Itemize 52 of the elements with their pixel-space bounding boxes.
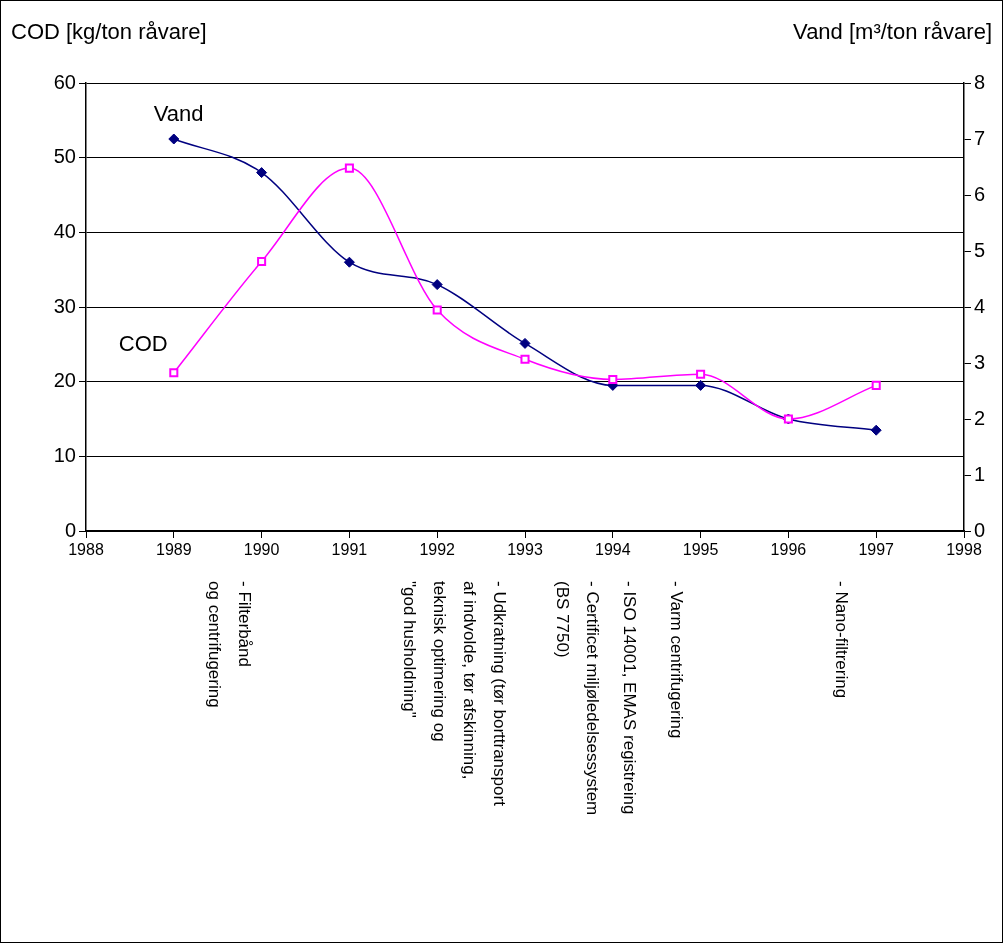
point	[343, 256, 355, 268]
point	[608, 374, 618, 384]
point	[432, 305, 442, 315]
point	[870, 424, 882, 436]
y-tick-label: 40	[53, 219, 76, 242]
point	[519, 337, 531, 349]
x-tick-label: 1997	[858, 541, 895, 559]
y2-tick-label: 5	[974, 238, 986, 261]
point	[169, 368, 179, 378]
y2-tick-label: 0	[974, 518, 986, 541]
x-tick-label: 1993	[507, 541, 543, 559]
point	[168, 133, 180, 145]
y2-tick-label: 6	[974, 182, 986, 205]
y-axis-title: COD [kg/ton råvare]	[11, 19, 207, 44]
text: - Certificet miljøledelsessystem (BS 7750)	[553, 581, 603, 816]
point	[256, 167, 268, 179]
x-tick-label: 1992	[419, 541, 456, 559]
x-tick-label: 1995	[682, 541, 719, 559]
text: - Filterbånd og centrifugering	[205, 581, 255, 708]
x-tick-label: 1988	[68, 541, 104, 559]
y-tick-label: 30	[53, 294, 76, 317]
point	[520, 354, 530, 364]
text: - Udkratning (tør borttransport af indvolde, tør afskinning, teknisk optimering og "god husholdning"	[399, 581, 509, 807]
text: - Nano-filtrering	[832, 581, 852, 699]
x-tick-label: 1990	[243, 541, 280, 559]
point	[431, 279, 443, 291]
point	[344, 163, 354, 173]
point	[696, 369, 706, 379]
y-tick-label: 0	[64, 518, 76, 541]
x-tick-label: 1989	[156, 541, 192, 559]
y2-axis-title: Vand [m³/ton råvare]	[793, 19, 992, 44]
y-tick-label: 20	[53, 369, 76, 392]
y2-tick-label: 4	[974, 294, 986, 317]
text: - ISO 14001, EMAS registreing	[619, 581, 639, 815]
x-tick-label: 1998	[946, 541, 982, 559]
point	[257, 256, 267, 266]
y-tick-label: 60	[53, 70, 76, 93]
text: - Varm centrifugering	[667, 581, 687, 739]
point	[871, 380, 881, 390]
y2-tick-label: 7	[974, 126, 986, 149]
y-tick-label: 10	[53, 443, 76, 466]
x-tick-label: 1996	[770, 541, 807, 559]
series-label: COD	[118, 330, 168, 356]
y2-tick-label: 8	[974, 70, 986, 93]
y-tick-label: 50	[53, 145, 76, 168]
series-label: Vand	[153, 101, 204, 126]
y2-tick-label: 1	[974, 462, 986, 485]
y2-tick-label: 2	[974, 406, 986, 429]
x-tick-label: 1994	[595, 541, 631, 559]
x-tick-label: 1991	[331, 541, 368, 559]
y2-tick-label: 3	[974, 350, 986, 373]
point	[695, 379, 707, 391]
